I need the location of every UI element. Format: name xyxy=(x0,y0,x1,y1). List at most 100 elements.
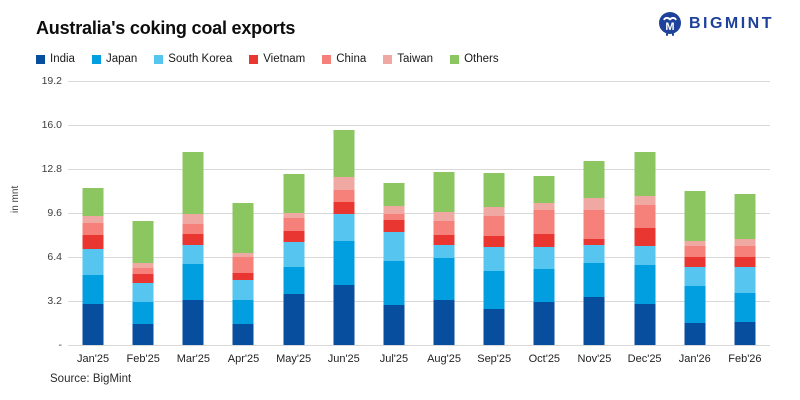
legend-swatch xyxy=(36,54,45,64)
bar-columns: Jan'25 Feb'25 Mar'25 Apr'25 May'25 Jun'25 Jul'… xyxy=(68,81,770,365)
bar-segment-china xyxy=(283,218,305,231)
bar-stack xyxy=(383,182,405,345)
bar-segment-south-korea xyxy=(333,214,355,241)
bar-segment-india xyxy=(533,302,555,345)
bar-stack xyxy=(283,174,305,345)
legend-label: Others xyxy=(464,53,499,65)
bar-segment-south-korea xyxy=(182,244,204,264)
bigmint-logo: M BIGMINT xyxy=(657,11,774,37)
legend-item-taiwan: Taiwan xyxy=(383,53,433,65)
y-tick-label: 3.2 xyxy=(47,295,62,307)
bar-column-dec-25: Dec'25 xyxy=(620,81,670,365)
y-tick-label: 19.2 xyxy=(41,75,62,87)
bar-segment-south-korea xyxy=(433,244,455,259)
bar-segment-taiwan xyxy=(684,240,706,247)
bar-segment-china xyxy=(82,222,104,235)
y-axis-title: in mnt xyxy=(10,185,21,213)
bar-column-aug-25: Aug'25 xyxy=(419,81,469,365)
bar-segment-japan xyxy=(433,258,455,300)
x-tick-label: Oct'25 xyxy=(528,353,561,365)
x-tick-label: Aug'25 xyxy=(427,353,462,365)
bar-segment-india xyxy=(283,294,305,345)
x-tick-label: Feb'25 xyxy=(126,353,160,365)
bar-segment-taiwan xyxy=(132,262,154,269)
bar-segment-taiwan xyxy=(232,252,254,257)
bar-stack xyxy=(734,193,756,345)
legend-item-japan: Japan xyxy=(91,53,138,65)
bar-stack xyxy=(533,175,555,345)
chart-title: Australia's coking coal exports xyxy=(36,18,296,38)
bar-stack xyxy=(132,221,154,345)
bar-stack xyxy=(634,152,656,345)
bar-segment-vietnam xyxy=(132,273,154,284)
bar-column-mar-25: Mar'25 xyxy=(168,81,218,365)
bar-segment-others xyxy=(634,152,656,197)
bar-stack xyxy=(583,160,605,345)
bar-segment-vietnam xyxy=(383,219,405,233)
bar-segment-taiwan xyxy=(734,239,756,247)
y-tick-label: 6.4 xyxy=(47,251,62,263)
x-tick-label: Nov'25 xyxy=(577,353,612,365)
bar-segment-others xyxy=(483,173,505,208)
legend-label: Vietnam xyxy=(263,53,306,65)
bar-segment-japan xyxy=(132,302,154,325)
bar-segment-japan xyxy=(684,285,706,323)
bar-segment-india xyxy=(684,323,706,345)
bar-segment-south-korea xyxy=(232,280,254,300)
x-tick-label: Dec'25 xyxy=(627,353,662,365)
bar-segment-china xyxy=(483,215,505,237)
bar-column-sep-25: Sep'25 xyxy=(469,81,519,365)
legend-swatch xyxy=(450,54,460,64)
bar-stack xyxy=(232,203,254,345)
gridline xyxy=(68,213,770,214)
bar-segment-japan xyxy=(333,240,355,285)
bar-segment-china xyxy=(734,246,756,258)
bar-segment-japan xyxy=(232,299,254,325)
bar-segment-taiwan xyxy=(583,197,605,211)
legend-item-vietnam: Vietnam xyxy=(249,53,305,65)
bar-segment-vietnam xyxy=(433,234,455,245)
bar-segment-india xyxy=(734,321,756,345)
bar-segment-india xyxy=(182,299,204,345)
gridline xyxy=(68,345,770,346)
bar-column-feb-25: Feb'25 xyxy=(118,81,168,365)
bar-segment-china xyxy=(132,268,154,274)
bar-segment-taiwan xyxy=(333,177,355,190)
gridline xyxy=(68,169,770,170)
legend-label: Japan xyxy=(105,53,138,65)
bar-segment-south-korea xyxy=(383,232,405,262)
bar-segment-china xyxy=(533,210,555,234)
bar-segment-others xyxy=(433,171,455,212)
bar-segment-china xyxy=(333,189,355,203)
bar-segment-india xyxy=(433,299,455,345)
bar-segment-india xyxy=(232,324,254,345)
chart-legend: India Japan South Korea Vietnam China Taiwan O… xyxy=(36,53,499,65)
bar-column-jan-25: Jan'25 xyxy=(68,81,118,365)
bar-segment-japan xyxy=(533,269,555,303)
bar-column-jan-26: Jan'26 xyxy=(670,81,720,365)
legend-swatch xyxy=(154,54,164,64)
gridline xyxy=(68,301,770,302)
bar-segment-taiwan xyxy=(82,215,104,223)
bar-segment-japan xyxy=(283,266,305,295)
bar-segment-india xyxy=(634,303,656,345)
bar-segment-vietnam xyxy=(82,234,104,249)
bar-segment-taiwan xyxy=(182,214,204,224)
source-note: Source: BigMint xyxy=(50,373,132,385)
gridline xyxy=(68,257,770,258)
bar-column-oct-25: Oct'25 xyxy=(519,81,569,365)
bar-segment-others xyxy=(283,174,305,213)
bar-segment-vietnam xyxy=(483,236,505,248)
bar-segment-china xyxy=(383,214,405,220)
svg-text:M: M xyxy=(665,21,674,33)
bar-segment-india xyxy=(333,284,355,345)
legend-item-others: Others xyxy=(450,53,499,65)
bar-segment-china xyxy=(583,210,605,240)
legend-item-india: India xyxy=(36,53,75,65)
bar-segment-taiwan xyxy=(283,212,305,219)
bar-segment-vietnam xyxy=(232,273,254,281)
x-tick-label: Sep'25 xyxy=(477,353,512,365)
bar-segment-vietnam xyxy=(734,257,756,267)
bar-segment-taiwan xyxy=(533,203,555,211)
